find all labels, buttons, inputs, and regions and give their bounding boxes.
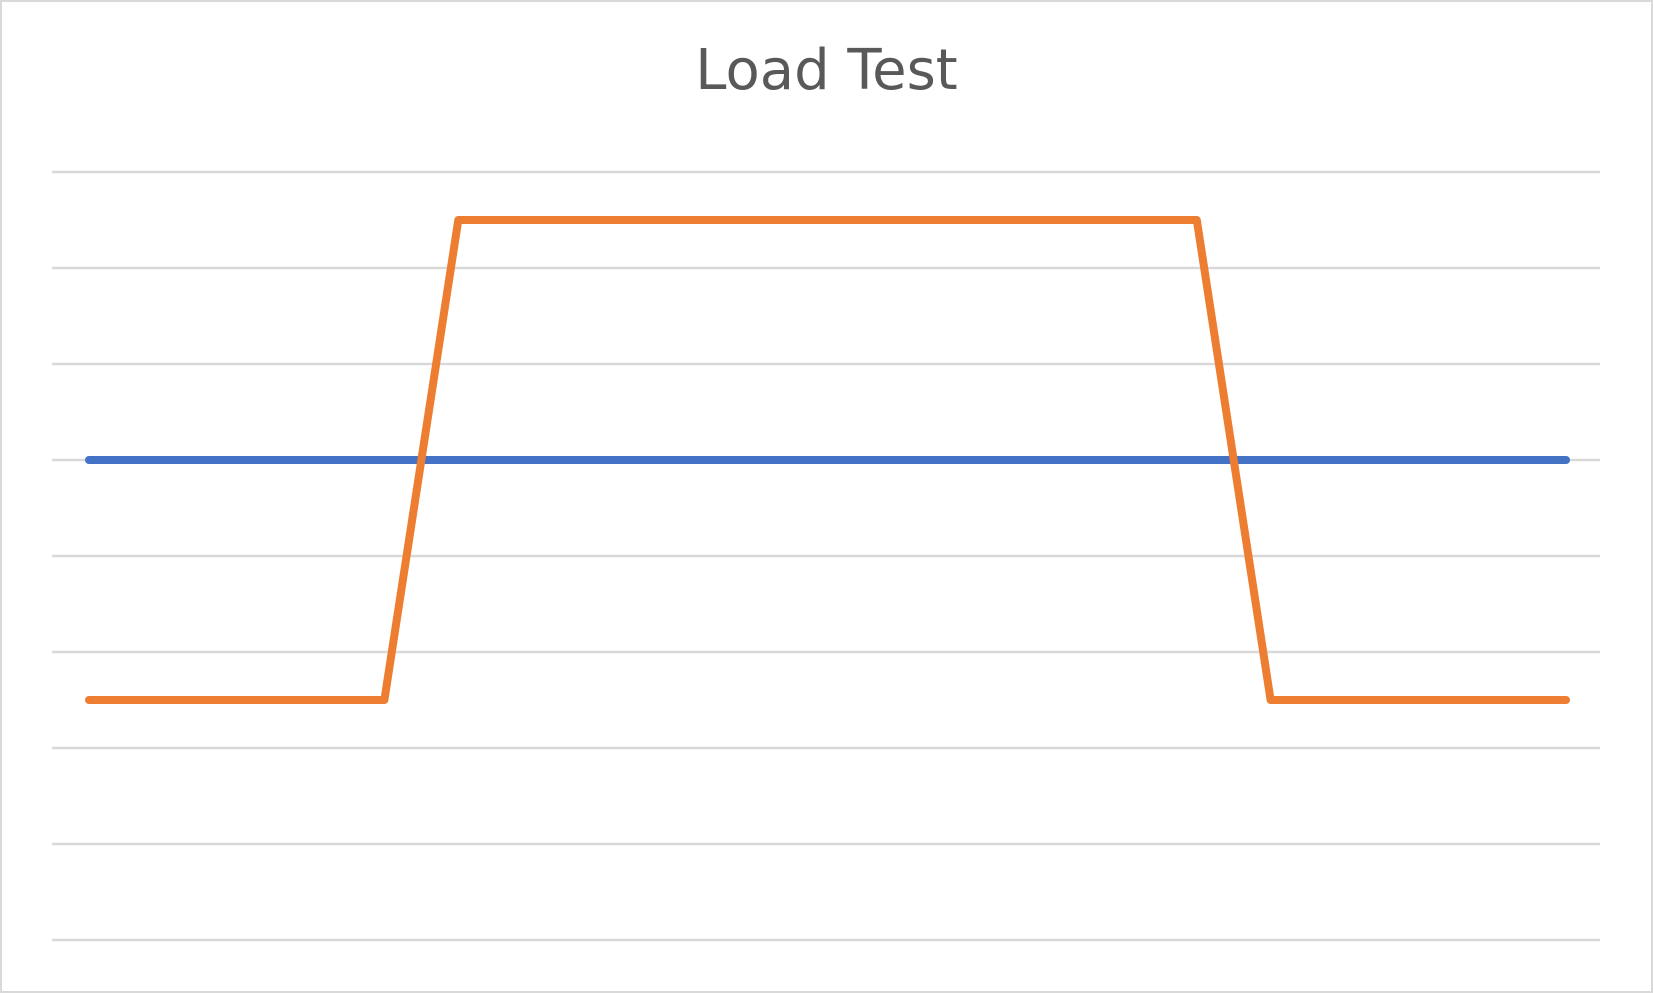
series-line-2 — [85, 216, 1570, 704]
gridlines — [52, 170, 1600, 942]
chart-title: Load Test — [695, 38, 958, 103]
series-lines — [85, 216, 1570, 704]
